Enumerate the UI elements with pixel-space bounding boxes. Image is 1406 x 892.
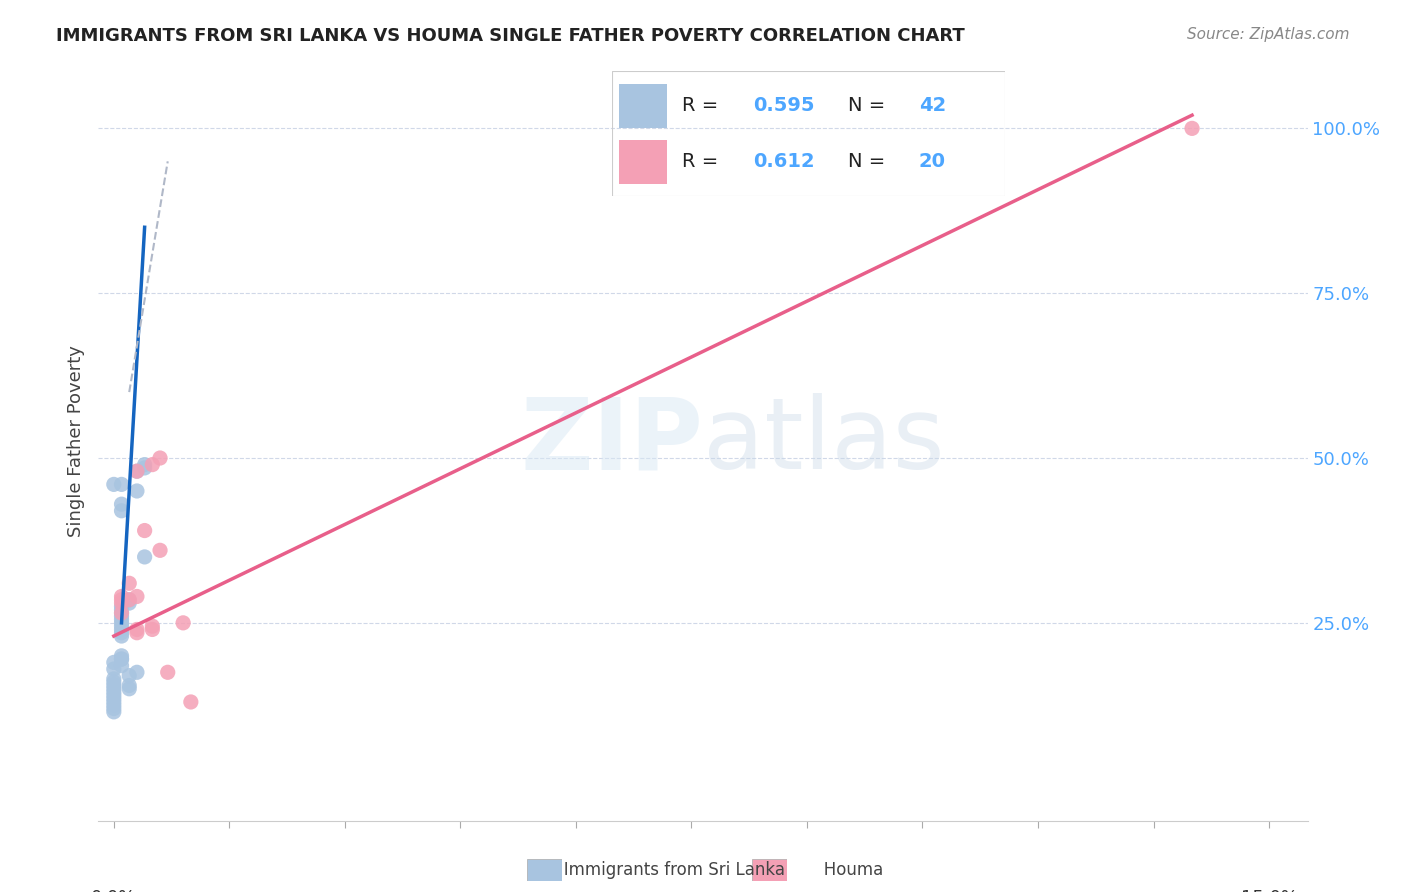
- Point: [110, 658, 132, 673]
- Point: [118, 596, 141, 610]
- Point: [125, 665, 148, 680]
- Text: 15.0%: 15.0%: [1240, 888, 1298, 892]
- Text: 0.612: 0.612: [754, 152, 815, 170]
- Text: 42: 42: [918, 95, 946, 114]
- Text: R =: R =: [682, 152, 725, 170]
- Point: [156, 665, 179, 680]
- Point: [118, 681, 141, 696]
- Point: [125, 464, 148, 478]
- Point: [110, 590, 132, 604]
- Text: N =: N =: [848, 95, 891, 114]
- Text: 20: 20: [918, 152, 946, 170]
- Point: [110, 592, 132, 607]
- FancyBboxPatch shape: [527, 859, 562, 881]
- Point: [110, 606, 132, 620]
- Text: ZIP: ZIP: [520, 393, 703, 490]
- Point: [118, 592, 141, 607]
- Point: [172, 615, 194, 630]
- Text: 0.595: 0.595: [754, 95, 815, 114]
- Point: [110, 497, 132, 511]
- Point: [110, 613, 132, 627]
- Point: [110, 602, 132, 616]
- Point: [118, 576, 141, 591]
- Point: [110, 648, 132, 663]
- Point: [118, 668, 141, 682]
- Point: [149, 450, 172, 465]
- Point: [103, 691, 125, 706]
- Text: Immigrants from Sri Lanka: Immigrants from Sri Lanka: [548, 861, 786, 879]
- Point: [103, 681, 125, 696]
- Point: [110, 625, 132, 640]
- Text: 0.0%: 0.0%: [91, 888, 136, 892]
- FancyBboxPatch shape: [620, 140, 666, 184]
- Point: [103, 656, 125, 670]
- Text: N =: N =: [848, 152, 891, 170]
- Point: [141, 619, 163, 633]
- FancyBboxPatch shape: [752, 859, 787, 881]
- Point: [125, 625, 148, 640]
- Point: [110, 477, 132, 491]
- Point: [141, 458, 163, 472]
- Point: [134, 524, 156, 538]
- Point: [110, 652, 132, 666]
- Point: [180, 695, 202, 709]
- Point: [103, 698, 125, 713]
- Point: [103, 662, 125, 676]
- Text: IMMIGRANTS FROM SRI LANKA VS HOUMA SINGLE FATHER POVERTY CORRELATION CHART: IMMIGRANTS FROM SRI LANKA VS HOUMA SINGL…: [56, 27, 965, 45]
- Y-axis label: Single Father Poverty: Single Father Poverty: [66, 345, 84, 538]
- Point: [134, 458, 156, 472]
- FancyBboxPatch shape: [620, 84, 666, 128]
- Point: [103, 675, 125, 690]
- Point: [103, 701, 125, 715]
- Point: [110, 504, 132, 518]
- Point: [103, 695, 125, 709]
- Point: [110, 623, 132, 637]
- Point: [110, 609, 132, 624]
- Point: [110, 615, 132, 630]
- Point: [110, 599, 132, 614]
- Point: [103, 689, 125, 703]
- Point: [118, 592, 141, 607]
- Text: Source: ZipAtlas.com: Source: ZipAtlas.com: [1187, 27, 1350, 42]
- Point: [149, 543, 172, 558]
- Point: [141, 623, 163, 637]
- Point: [103, 477, 125, 491]
- Point: [134, 461, 156, 475]
- Point: [125, 623, 148, 637]
- Point: [1181, 121, 1204, 136]
- Text: R =: R =: [682, 95, 725, 114]
- Point: [103, 705, 125, 719]
- Point: [110, 596, 132, 610]
- Point: [125, 464, 148, 478]
- Text: Houma: Houma: [808, 861, 884, 879]
- Point: [134, 549, 156, 564]
- Point: [125, 590, 148, 604]
- Point: [110, 652, 132, 666]
- Point: [110, 629, 132, 643]
- Point: [103, 678, 125, 692]
- Point: [118, 678, 141, 692]
- Point: [103, 672, 125, 686]
- Point: [110, 619, 132, 633]
- Point: [103, 685, 125, 699]
- Text: atlas: atlas: [703, 393, 945, 490]
- Point: [125, 483, 148, 498]
- Point: [110, 606, 132, 620]
